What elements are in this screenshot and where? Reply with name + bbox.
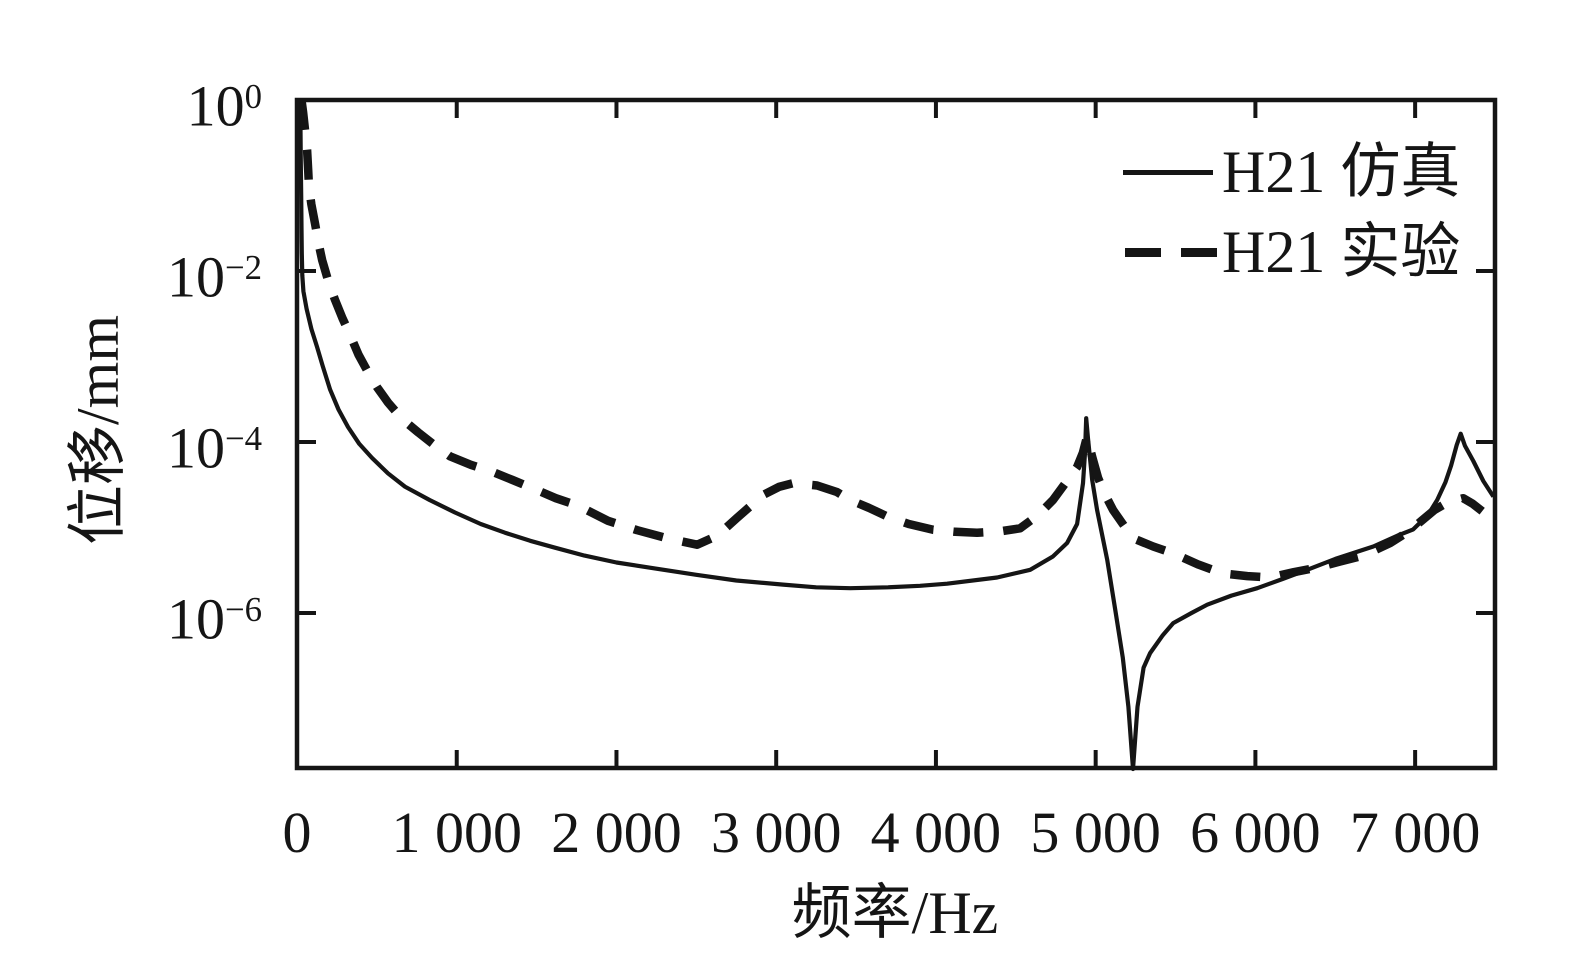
axis-ticks: [295, 98, 1495, 768]
series-dashed-curve: [297, 99, 1485, 582]
solid-line-sample-icon: [1123, 170, 1213, 175]
legend-label-simulation: H21 仿真: [1222, 139, 1461, 205]
x-tick-label: 1 000: [391, 800, 522, 865]
x-tick-label: 2 000: [551, 800, 682, 865]
y-axis-title: 位移/mm: [65, 315, 131, 546]
curve-layer: [297, 99, 1496, 772]
y-tick-label: 10−6: [166, 586, 262, 652]
plot-box: [294, 97, 1498, 771]
y-tick-label: 10−4: [166, 415, 262, 481]
x-axis-title: 频率/Hz: [791, 880, 999, 946]
x-tick-label: 3 000: [710, 800, 842, 865]
series-solid-curve: [298, 99, 1496, 772]
y-tick-label: 100: [186, 73, 262, 139]
y-tick-label: 10−2: [166, 244, 262, 310]
legend-label-experiment: H21 实验: [1222, 219, 1461, 285]
dashed-line-sample-icon: [1123, 248, 1218, 257]
x-tick-label: 6 000: [1190, 800, 1321, 865]
x-tick-label: 0: [282, 800, 312, 865]
legend: H21 仿真 H21 实验: [1100, 120, 1520, 300]
legend-item-experiment: H21 实验: [1100, 200, 1520, 285]
x-tick-label: 7 000: [1349, 800, 1481, 865]
x-tick-label: 5 000: [1030, 800, 1161, 865]
x-tick-label: 4 000: [870, 800, 1002, 865]
legend-item-simulation: H21 仿真: [1100, 120, 1520, 205]
